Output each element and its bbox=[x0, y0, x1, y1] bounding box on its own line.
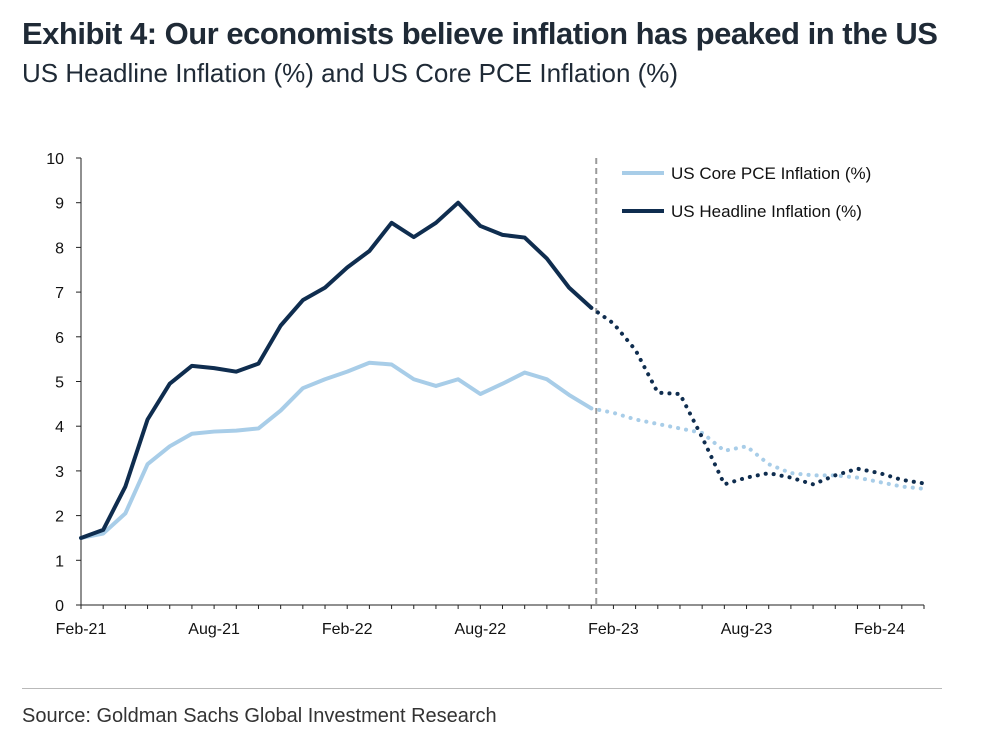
x-axis-ticks: Feb-21 Aug-21 Feb-22 Aug-22 Feb-23 Aug-23 Feb-… bbox=[56, 605, 925, 638]
y-tick-label: 6 bbox=[55, 330, 64, 347]
series-1-actual-line bbox=[79, 200, 594, 540]
x-tick-label: Feb-21 bbox=[56, 621, 107, 638]
y-tick-label: 8 bbox=[55, 240, 64, 257]
y-tick-label: 4 bbox=[55, 419, 64, 436]
x-tick-label: Feb-23 bbox=[588, 621, 639, 638]
y-tick-label: 9 bbox=[55, 196, 64, 213]
legend-label: US Headline Inflation (%) bbox=[671, 202, 862, 221]
legend-label: US Core PCE Inflation (%) bbox=[671, 164, 871, 183]
x-tick-label: Feb-22 bbox=[322, 621, 373, 638]
footer-divider bbox=[22, 688, 942, 689]
series-1-forecast-line bbox=[589, 305, 926, 487]
y-tick-label: 5 bbox=[55, 375, 64, 392]
x-tick-label: Feb-24 bbox=[854, 621, 905, 638]
x-tick-label: Aug-21 bbox=[188, 621, 240, 638]
chart-title: Exhibit 4: Our economists believe inflat… bbox=[22, 16, 938, 51]
y-tick-label: 10 bbox=[46, 151, 64, 168]
chart-subtitle: US Headline Inflation (%) and US Core PC… bbox=[22, 58, 679, 88]
series-0-forecast-line bbox=[589, 406, 926, 491]
y-tick-label: 2 bbox=[55, 509, 64, 526]
y-axis-ticks: 0 1 2 3 4 5 6 7 8 9 10 bbox=[46, 151, 81, 615]
x-tick-label: Aug-22 bbox=[455, 621, 507, 638]
y-tick-label: 7 bbox=[55, 285, 64, 302]
series-lines bbox=[79, 200, 926, 540]
series-0-actual-line bbox=[79, 360, 594, 540]
chart-legend: US Core PCE Inflation (%) US Headline Inf… bbox=[622, 164, 871, 221]
y-tick-label: 3 bbox=[55, 464, 64, 481]
x-tick-label: Aug-23 bbox=[721, 621, 773, 638]
y-tick-label: 0 bbox=[55, 598, 64, 615]
y-tick-label: 1 bbox=[55, 553, 64, 570]
source-note: Source: Goldman Sachs Global Investment … bbox=[22, 705, 497, 727]
